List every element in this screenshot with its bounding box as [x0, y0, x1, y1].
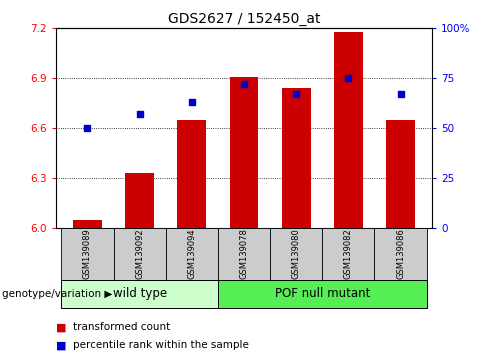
Bar	[230, 77, 258, 228]
Text: GSM139078: GSM139078	[240, 229, 248, 279]
Bar	[125, 173, 154, 228]
Title: GDS2627 / 152450_at: GDS2627 / 152450_at	[168, 12, 320, 26]
Bar	[218, 228, 270, 280]
Bar	[73, 220, 102, 228]
Bar	[114, 228, 166, 280]
Point	[188, 99, 196, 105]
Point	[345, 75, 352, 81]
Text: ■: ■	[56, 322, 67, 332]
Point	[136, 112, 143, 117]
Text: transformed count: transformed count	[73, 322, 170, 332]
Text: GSM139092: GSM139092	[135, 229, 144, 279]
Text: GSM139089: GSM139089	[83, 229, 92, 279]
Point	[397, 91, 405, 97]
Bar	[374, 228, 427, 280]
Bar	[270, 228, 322, 280]
Bar	[61, 280, 218, 308]
Text: GSM139080: GSM139080	[292, 229, 301, 279]
Text: POF null mutant: POF null mutant	[275, 287, 370, 300]
Text: GSM139086: GSM139086	[396, 229, 405, 279]
Text: percentile rank within the sample: percentile rank within the sample	[73, 340, 249, 350]
Point	[292, 91, 300, 97]
Bar	[218, 280, 427, 308]
Text: GSM139094: GSM139094	[187, 229, 196, 279]
Bar	[386, 120, 415, 228]
Bar	[282, 88, 310, 228]
Text: wild type: wild type	[113, 287, 167, 300]
Point	[240, 81, 248, 87]
Point	[83, 126, 91, 131]
Text: genotype/variation ▶: genotype/variation ▶	[2, 289, 113, 299]
Text: GSM139082: GSM139082	[344, 229, 353, 279]
Bar	[322, 228, 374, 280]
Bar	[61, 228, 114, 280]
Text: ■: ■	[56, 340, 67, 350]
Bar	[166, 228, 218, 280]
Bar	[334, 32, 363, 228]
Bar	[178, 120, 206, 228]
